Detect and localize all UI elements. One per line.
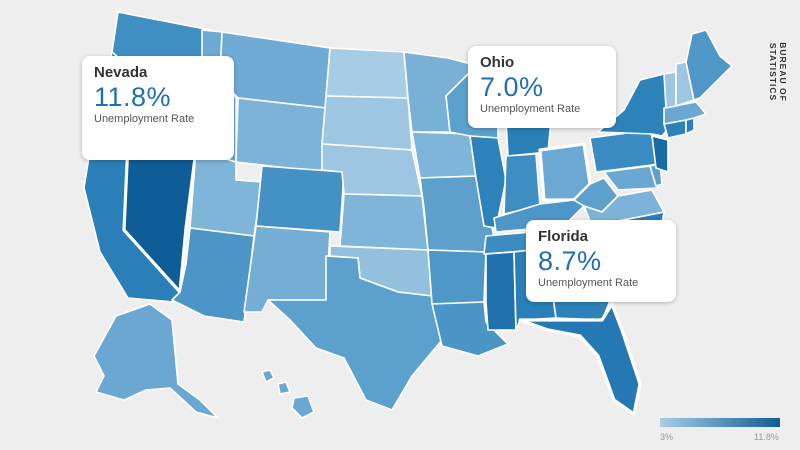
callout-florida: Florida 8.7% Unemployment Rate	[526, 220, 676, 302]
state-texas[interactable]	[267, 255, 443, 411]
state-new-mexico[interactable]	[243, 225, 331, 313]
state-maryland[interactable]	[603, 165, 659, 191]
state-south-dakota[interactable]	[321, 95, 413, 151]
state-new-jersey[interactable]	[651, 135, 669, 173]
state-florida[interactable]	[518, 302, 642, 416]
callout-state-name: Ohio	[480, 54, 515, 71]
callout-rate-label: Unemployment Rate	[94, 113, 195, 125]
callout-state-name: Nevada	[94, 64, 148, 81]
state-louisiana[interactable]	[431, 301, 509, 357]
state-iowa[interactable]	[411, 131, 479, 179]
callout-state-name: Florida	[538, 228, 589, 245]
callout-rate: 11.8%	[94, 82, 172, 112]
callout-nevada: Nevada 11.8% Unemployment Rate	[82, 56, 234, 160]
state-arkansas[interactable]	[427, 249, 487, 305]
state-mississippi[interactable]	[485, 251, 517, 331]
state-massachusetts[interactable]	[663, 101, 707, 125]
callout-ohio: Ohio 7.0% Unemployment Rate	[468, 46, 616, 128]
state-wyoming[interactable]	[235, 97, 327, 173]
callout-rate: 7.0%	[480, 72, 544, 102]
state-maine[interactable]	[685, 29, 733, 101]
legend-gradient-bar	[660, 418, 780, 427]
state-vermont[interactable]	[663, 71, 677, 109]
legend-min-label: 3%	[660, 432, 674, 442]
state-north-dakota[interactable]	[325, 47, 409, 99]
source-credit: BUREAU OF STATISTICS	[768, 42, 788, 102]
legend-max-label: 11.8%	[754, 432, 779, 442]
state-hawaii[interactable]	[261, 369, 315, 419]
state-kansas[interactable]	[339, 193, 429, 251]
callout-rate-label: Unemployment Rate	[538, 277, 639, 289]
callout-rate-label: Unemployment Rate	[480, 103, 581, 115]
state-colorado[interactable]	[255, 165, 345, 233]
state-alaska[interactable]	[93, 303, 219, 419]
state-montana[interactable]	[219, 31, 331, 109]
callout-rate: 8.7%	[538, 246, 602, 276]
